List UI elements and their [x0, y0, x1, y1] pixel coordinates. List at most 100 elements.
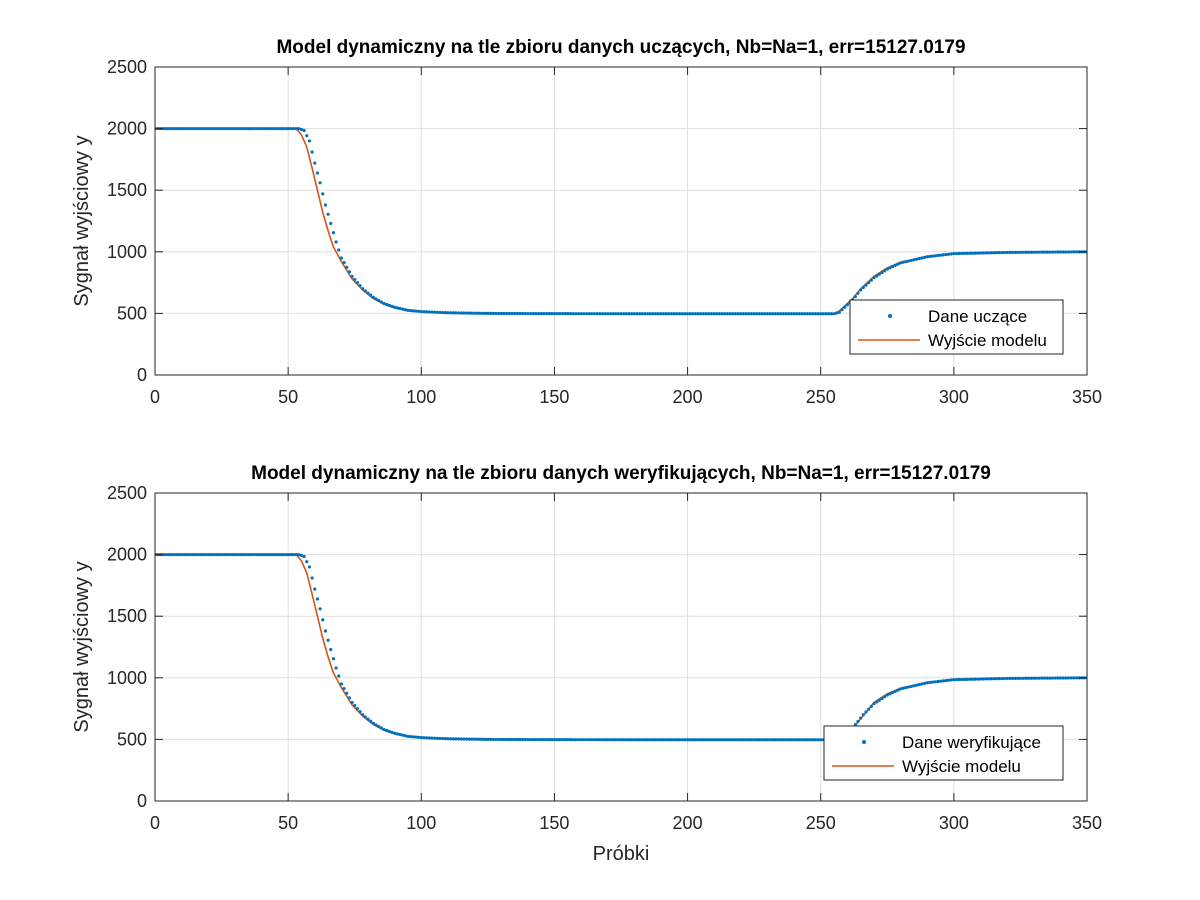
data-point: [747, 738, 751, 742]
data-point: [307, 139, 312, 143]
data-point: [936, 253, 940, 258]
data-point: [888, 692, 892, 696]
data-point: [1005, 676, 1009, 681]
data-point: [353, 277, 357, 282]
data-point: [1074, 250, 1078, 254]
data-point: [648, 738, 652, 742]
data-point: [912, 684, 916, 688]
data-point: [1021, 250, 1025, 254]
data-point: [590, 738, 594, 742]
y-tick-label: 1500: [107, 606, 147, 626]
y-tick-label: 2500: [107, 57, 147, 77]
data-point: [741, 738, 746, 742]
data-point: [992, 251, 996, 255]
data-point: [257, 553, 261, 557]
data-point: [555, 312, 559, 316]
data-point: [230, 127, 234, 131]
data-point: [297, 127, 301, 131]
data-point: [608, 312, 612, 316]
data-point: [1042, 250, 1046, 254]
data-point: [222, 553, 226, 557]
data-point: [792, 738, 796, 742]
data-point: [233, 553, 237, 557]
data-point: [395, 732, 399, 736]
data-point: [374, 723, 378, 727]
data-point: [608, 738, 612, 742]
data-point: [741, 312, 746, 316]
data-point: [435, 736, 439, 740]
data-point: [206, 127, 210, 131]
data-point: [568, 738, 573, 742]
data-point: [928, 254, 932, 259]
data-point: [997, 251, 1001, 255]
data-point: [704, 312, 708, 316]
data-point: [904, 260, 908, 264]
data-point: [816, 738, 820, 742]
data-point: [861, 713, 865, 717]
data-point: [635, 312, 639, 316]
data-point: [246, 553, 250, 557]
data-point: [302, 128, 306, 133]
data-point: [310, 150, 314, 154]
data-point: [350, 274, 354, 279]
data-point: [401, 733, 405, 737]
data-point: [827, 312, 831, 316]
data-point: [1061, 676, 1065, 680]
data-point: [472, 311, 477, 315]
data-point: [994, 251, 999, 255]
data-point: [510, 311, 514, 316]
data-point: [550, 738, 554, 742]
data-point: [646, 738, 650, 742]
y-axis-label: Sygnał wyjściowy y: [71, 561, 93, 732]
data-point: [989, 677, 993, 681]
data-point: [1050, 250, 1054, 254]
data-point: [877, 698, 881, 702]
data-point: [329, 221, 333, 226]
data-point: [246, 127, 250, 131]
data-point: [856, 719, 860, 723]
data-point: [891, 264, 895, 269]
data-point: [677, 738, 682, 742]
data-point: [462, 737, 466, 741]
data-point: [377, 724, 381, 729]
data-point: [286, 127, 290, 131]
data-point: [797, 312, 802, 316]
data-point: [329, 647, 333, 652]
data-point: [731, 312, 735, 316]
data-point: [174, 553, 178, 557]
data-point: [672, 312, 676, 316]
axes-box: [154, 492, 1088, 802]
data-point: [891, 690, 895, 695]
data-point: [914, 683, 919, 687]
data-point: [443, 311, 447, 315]
data-point: [896, 262, 900, 266]
data-point: [901, 686, 905, 690]
data-point: [398, 732, 402, 737]
data-point: [166, 127, 170, 131]
data-point: [616, 738, 620, 742]
data-point: [952, 252, 956, 256]
data-point: [600, 738, 604, 742]
data-point: [267, 553, 272, 557]
data-point: [1069, 676, 1073, 680]
data-point: [883, 269, 887, 273]
data-point: [648, 312, 652, 316]
data-point: [451, 737, 455, 741]
data-point: [701, 738, 706, 742]
data-point: [185, 553, 189, 557]
data-point: [779, 312, 783, 316]
data-point: [440, 310, 445, 315]
data-point: [978, 251, 983, 255]
data-point: [1008, 250, 1012, 254]
data-point: [853, 294, 857, 299]
data-point: [837, 310, 841, 314]
data-point: [433, 736, 437, 740]
data-point: [595, 738, 599, 742]
data-point: [230, 553, 234, 557]
data-point: [414, 735, 418, 739]
data-point: [739, 738, 743, 742]
data-point: [571, 312, 575, 316]
data-point: [574, 738, 578, 742]
data-point: [946, 252, 951, 256]
data-point: [675, 738, 679, 742]
